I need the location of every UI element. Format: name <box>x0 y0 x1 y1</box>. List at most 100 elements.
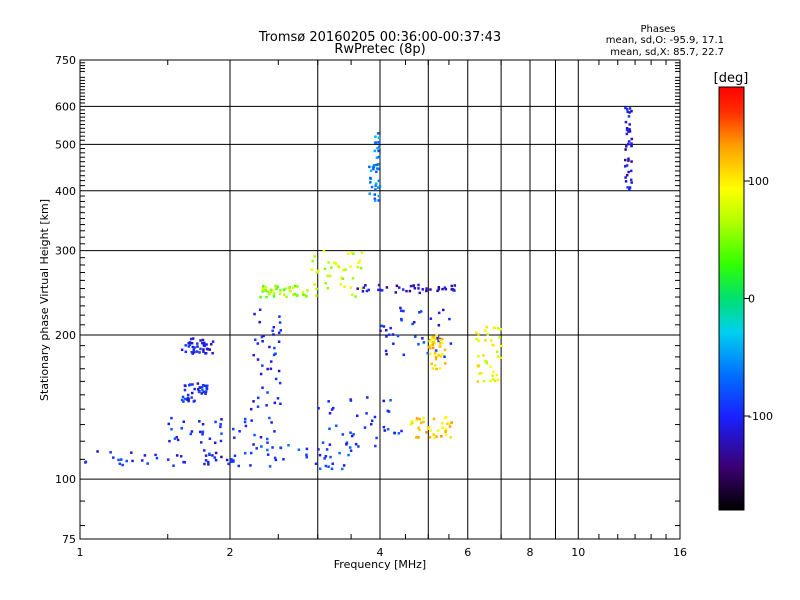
y-tick-label: 750 <box>55 54 76 67</box>
data-point <box>624 176 627 179</box>
data-point <box>288 289 292 293</box>
data-point <box>386 427 390 431</box>
data-point <box>342 464 346 467</box>
data-point <box>271 288 275 292</box>
data-point <box>625 128 629 132</box>
data-point <box>279 402 282 405</box>
data-point <box>204 390 208 393</box>
data-point <box>253 433 256 437</box>
data-point <box>256 358 260 361</box>
data-point <box>375 141 378 144</box>
data-point <box>182 460 185 464</box>
data-point <box>190 391 194 395</box>
data-point <box>323 457 326 460</box>
data-point <box>440 422 444 425</box>
data-point <box>360 287 364 290</box>
data-point <box>252 443 255 446</box>
data-point <box>377 140 381 144</box>
data-point <box>324 455 328 458</box>
data-point <box>624 145 628 148</box>
data-point <box>377 136 381 140</box>
data-point <box>418 428 421 432</box>
data-point <box>326 274 329 278</box>
data-point <box>323 267 327 271</box>
data-point <box>302 293 305 296</box>
data-point <box>418 311 421 314</box>
data-point <box>380 289 384 292</box>
data-point <box>366 396 369 399</box>
data-point <box>192 349 196 353</box>
data-point <box>450 421 453 424</box>
x-axis-label: Frequency [MHz] <box>334 558 426 571</box>
data-point <box>261 290 264 293</box>
data-point <box>486 333 489 336</box>
data-point <box>477 355 480 358</box>
data-point <box>415 417 419 420</box>
data-point <box>437 311 441 315</box>
data-point <box>315 271 319 274</box>
data-point <box>372 165 375 169</box>
data-point <box>196 382 200 385</box>
data-point <box>203 344 207 347</box>
data-point <box>435 435 438 438</box>
data-point <box>349 431 352 434</box>
data-point <box>434 349 438 352</box>
data-point <box>399 309 403 312</box>
data-point <box>337 266 341 269</box>
data-point <box>167 422 171 426</box>
data-point <box>386 409 390 413</box>
data-point <box>429 344 432 347</box>
data-point <box>397 286 401 289</box>
data-point <box>296 285 299 288</box>
data-point <box>190 430 194 433</box>
data-point <box>624 158 627 162</box>
data-point <box>441 426 444 429</box>
data-point <box>261 340 264 343</box>
data-point <box>322 249 326 253</box>
data-point <box>318 453 322 457</box>
data-point <box>278 292 282 295</box>
data-point <box>422 341 426 344</box>
data-point <box>365 289 369 293</box>
data-point <box>175 435 179 439</box>
data-point <box>433 338 436 342</box>
data-point <box>475 337 478 341</box>
data-point <box>199 347 202 351</box>
data-point <box>349 398 352 401</box>
data-point <box>351 276 355 280</box>
data-point <box>359 266 363 270</box>
data-point <box>437 339 440 343</box>
data-point <box>208 452 211 456</box>
data-point <box>274 284 277 288</box>
data-point <box>274 458 278 462</box>
data-point <box>484 329 487 332</box>
data-point <box>130 451 133 454</box>
data-point <box>146 462 149 465</box>
data-point <box>499 328 502 331</box>
data-point <box>350 293 354 297</box>
data-point <box>253 338 257 341</box>
data-point <box>377 283 381 287</box>
data-point <box>266 448 269 452</box>
data-point <box>397 432 401 435</box>
data-point <box>331 462 334 465</box>
data-point <box>317 407 320 410</box>
data-point <box>305 456 308 459</box>
data-point <box>256 396 260 400</box>
data-point <box>411 420 414 423</box>
data-point <box>449 342 453 345</box>
data-point <box>188 383 192 386</box>
data-point <box>352 433 355 436</box>
data-point <box>435 334 439 337</box>
data-point <box>344 268 347 272</box>
data-point <box>186 393 190 397</box>
data-point <box>173 437 177 440</box>
data-point <box>477 339 481 343</box>
data-point <box>183 461 187 464</box>
grid-lines <box>79 60 681 539</box>
data-point <box>438 345 442 348</box>
data-point <box>260 335 264 339</box>
data-point <box>431 367 435 370</box>
data-point <box>383 429 387 432</box>
data-point <box>282 457 285 461</box>
